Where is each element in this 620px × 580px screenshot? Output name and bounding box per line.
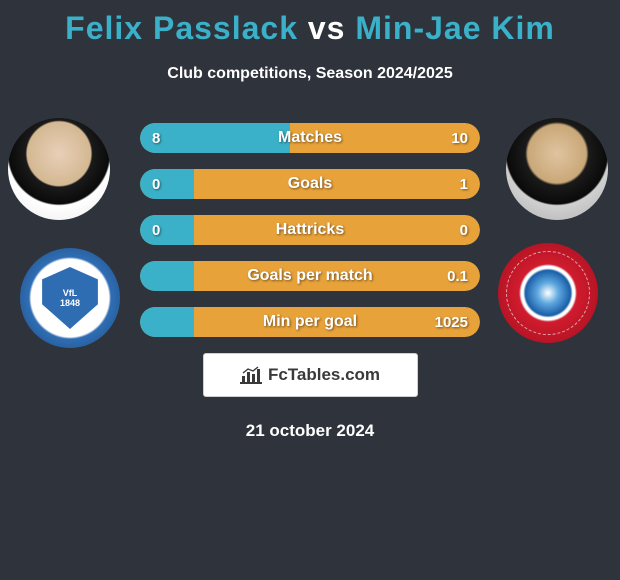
- comparison-card: Felix Passlack vs Min-Jae Kim Club compe…: [0, 0, 620, 580]
- stat-label: Min per goal: [140, 307, 480, 337]
- stat-label: Goals: [140, 169, 480, 199]
- stat-value-right: 0.1: [447, 261, 468, 291]
- avatar-placeholder-icon: [506, 118, 608, 220]
- subtitle: Club competitions, Season 2024/2025: [0, 65, 620, 83]
- stat-value-right: 10: [451, 123, 468, 153]
- player1-avatar: [8, 118, 110, 220]
- stat-label: Matches: [140, 123, 480, 153]
- stat-value-right: 0: [460, 215, 468, 245]
- stat-label: Hattricks: [140, 215, 480, 245]
- stat-row: 0Hattricks0: [140, 215, 480, 245]
- stat-row: Min per goal1025: [140, 307, 480, 337]
- brand-text: FcTables.com: [268, 365, 380, 385]
- content-area: VfL1848 8Matches100Goals10Hattricks0Goal…: [0, 118, 620, 441]
- brand-box[interactable]: FcTables.com: [203, 353, 418, 397]
- avatar-placeholder-icon: [8, 118, 110, 220]
- vs-text: vs: [308, 10, 346, 46]
- stats-list: 8Matches100Goals10Hattricks0Goals per ma…: [140, 118, 480, 337]
- player2-avatar: [506, 118, 608, 220]
- player2-club-badge: [498, 243, 598, 343]
- date-text: 21 october 2024: [0, 421, 620, 441]
- chart-icon: [240, 366, 262, 384]
- stat-label: Goals per match: [140, 261, 480, 291]
- player2-name: Min-Jae Kim: [355, 10, 554, 46]
- page-title: Felix Passlack vs Min-Jae Kim: [0, 0, 620, 47]
- player1-club-badge: VfL1848: [20, 248, 120, 348]
- bayern-badge-icon: [498, 243, 598, 343]
- stat-row: 0Goals1: [140, 169, 480, 199]
- stat-value-right: 1025: [435, 307, 468, 337]
- stat-row: 8Matches10: [140, 123, 480, 153]
- bochum-badge-icon: VfL1848: [20, 248, 120, 348]
- player1-name: Felix Passlack: [65, 10, 298, 46]
- stat-value-right: 1: [460, 169, 468, 199]
- stat-row: Goals per match0.1: [140, 261, 480, 291]
